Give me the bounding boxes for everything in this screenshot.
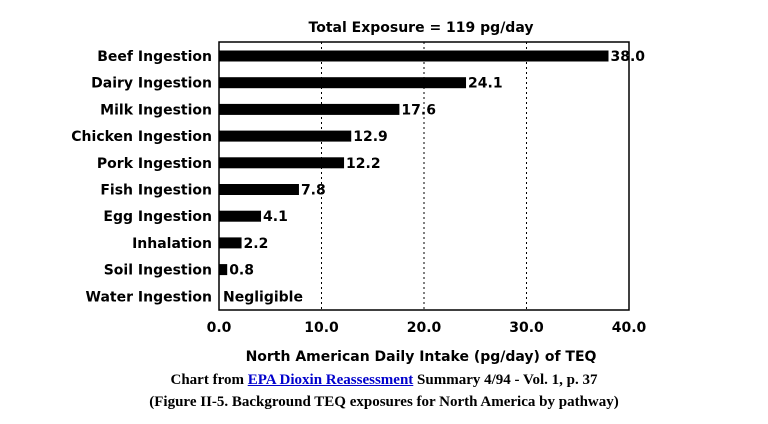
bar	[219, 130, 352, 142]
category-label: Soil Ingestion	[104, 263, 212, 279]
plot-frame	[218, 41, 630, 311]
x-axis-label: North American Daily Intake (pg/day) of …	[246, 349, 597, 365]
value-label: 12.2	[346, 156, 381, 172]
category-label: Fish Ingestion	[100, 183, 212, 199]
x-tick-labels: 0.0 10.0 20.0 30.0 40.0	[207, 320, 647, 336]
caption-line-1: Chart from EPA Dioxin Reassessment Summa…	[0, 372, 768, 389]
x-tick-label: 30.0	[509, 320, 544, 336]
x-tick-label: 40.0	[612, 320, 647, 336]
category-label: Beef Ingestion	[97, 49, 212, 65]
x-tick-label: 0.0	[207, 320, 232, 336]
bar	[219, 237, 242, 249]
x-tick-label: 20.0	[407, 320, 442, 336]
value-label: 24.1	[468, 76, 503, 92]
value-label: 38.0	[611, 49, 646, 65]
category-label: Milk Ingestion	[100, 102, 212, 118]
category-label: Pork Ingestion	[97, 156, 212, 172]
value-label: 2.2	[244, 236, 269, 252]
value-label: 7.8	[301, 183, 326, 199]
chart-title: Total Exposure = 119 pg/day	[309, 20, 534, 36]
category-label: Egg Ingestion	[103, 209, 212, 225]
caption-prefix: Chart from	[170, 372, 248, 388]
category-labels: Beef Ingestion Dairy Ingestion Milk Ingest…	[71, 49, 212, 305]
value-label: Negligible	[223, 289, 303, 305]
bar	[219, 157, 345, 169]
category-label: Dairy Ingestion	[91, 76, 212, 92]
value-label: 17.6	[401, 102, 436, 118]
chart: Total Exposure = 119 pg/day Beef Ingesti…	[71, 20, 647, 365]
caption-line-2: (Figure II-5. Background TEQ exposures f…	[149, 394, 619, 410]
bar	[219, 210, 262, 222]
x-tick-label: 10.0	[304, 320, 339, 336]
caption-suffix: Summary 4/94 - Vol. 1, p. 37	[413, 372, 598, 388]
bar	[219, 50, 609, 62]
epa-dioxin-reassessment-link[interactable]: EPA Dioxin Reassessment	[247, 372, 414, 388]
bars	[219, 50, 609, 276]
value-label: 4.1	[263, 209, 288, 225]
bar	[219, 103, 400, 115]
category-label: Water Ingestion	[86, 289, 212, 305]
category-label: Chicken Ingestion	[71, 129, 212, 145]
category-label: Inhalation	[132, 236, 212, 252]
value-label: 12.9	[353, 129, 388, 145]
value-labels: 38.0 24.1 17.6 12.9 12.2 7.8 4.1 2.2 0.8 Negligib…	[223, 49, 645, 305]
bar	[219, 264, 228, 276]
bar	[219, 184, 299, 195]
bar	[219, 77, 467, 89]
value-label: 0.8	[229, 263, 254, 279]
